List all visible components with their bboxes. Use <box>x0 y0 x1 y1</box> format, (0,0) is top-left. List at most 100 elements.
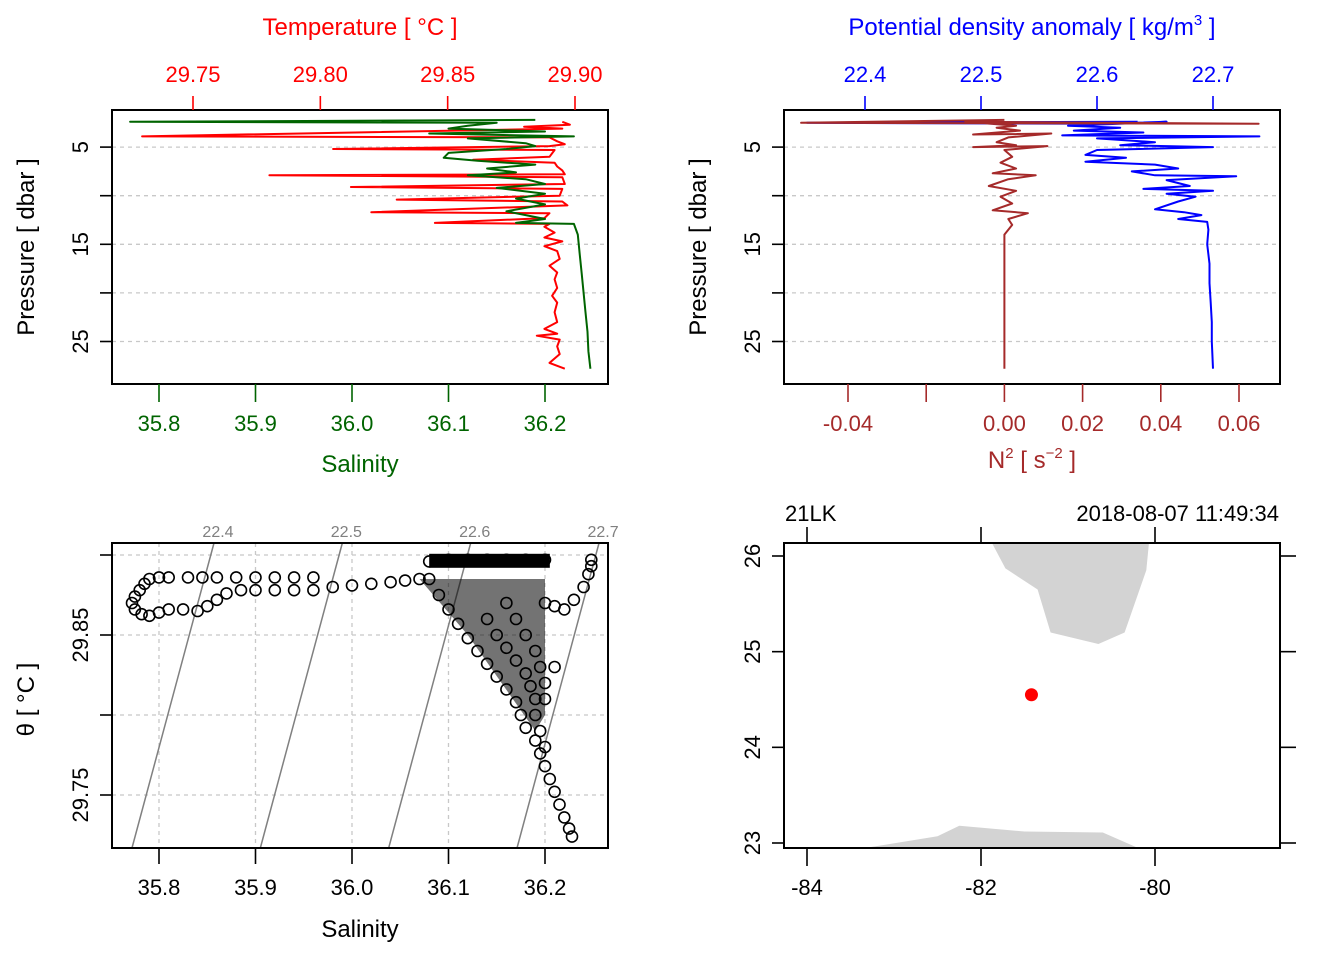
y-tick-label: 25 <box>68 329 93 353</box>
ts-point <box>326 580 340 594</box>
isopycnal-line <box>259 542 344 849</box>
ts-point <box>562 822 576 835</box>
ts-profile-panel: 5 15 25 Pressure [ dbar ] 29.75 29.80 29.85 29.… <box>13 14 609 478</box>
isopycnal-line <box>516 542 600 849</box>
x-axis-label: Salinity <box>321 916 398 943</box>
top-tick-label: 29.85 <box>420 62 475 87</box>
y-axis-label: θ [ °C ] <box>13 663 40 737</box>
ts-point <box>287 583 301 597</box>
x-tick-label: 36.1 <box>427 875 470 900</box>
ts-point <box>128 590 142 603</box>
top-tick-label: 22.5 <box>960 62 1003 87</box>
plot-frame <box>111 109 609 385</box>
bottom-tick-label: 35.8 <box>138 411 181 436</box>
top-tick-label: 22.6 <box>1076 62 1119 87</box>
top-tick-label: 29.90 <box>547 62 602 87</box>
ts-point-cluster <box>429 553 550 568</box>
ts-point <box>268 583 282 597</box>
isopycnal-line <box>131 542 215 849</box>
ts-point <box>152 571 166 584</box>
ts-point <box>125 596 139 610</box>
ts-point <box>533 724 547 738</box>
ts-point <box>364 577 378 591</box>
ts-point <box>268 571 282 584</box>
x-tick-label: 36.2 <box>524 875 567 900</box>
x-tick-label: -84 <box>791 875 823 900</box>
plot-frame <box>111 542 609 849</box>
isopycnal-label: 22.5 <box>331 524 362 541</box>
ts-point <box>307 583 320 597</box>
ts-point <box>548 660 561 674</box>
y-tick-label: 26 <box>740 544 765 568</box>
y-tick-label: 5 <box>740 141 765 153</box>
series-temperature <box>141 120 571 370</box>
y-tick-label: 5 <box>68 141 93 153</box>
ts-point <box>584 559 598 573</box>
ts-point <box>528 734 542 747</box>
ts-point <box>345 579 359 592</box>
y-tick-label: 25 <box>740 639 765 663</box>
x-tick-label: -82 <box>965 875 997 900</box>
ts-point <box>584 553 598 567</box>
ts-point <box>176 603 190 616</box>
ts-point <box>201 599 214 613</box>
ts-point <box>307 571 320 584</box>
ts-point <box>565 830 579 843</box>
top-tick-label: 22.7 <box>1192 62 1235 87</box>
bottom-tick-label: 36.0 <box>331 411 374 436</box>
x-tick-label: 35.8 <box>138 875 181 900</box>
ts-point-cluster <box>419 579 545 731</box>
ts-point <box>538 759 552 773</box>
series-n2 <box>800 118 1260 369</box>
ts-point <box>162 571 175 584</box>
top-axis-title: Potential density anomaly [ kg/m3 ] <box>848 12 1215 41</box>
station-time: 2018-08-07 11:49:34 <box>1076 501 1279 526</box>
ts-point <box>567 593 581 607</box>
x-tick-label: 36.0 <box>331 875 374 900</box>
density-n2-profile-panel: 5 15 25 Pressure [ dbar ] 22.4 22.5 22.6 22.7 -0… <box>685 12 1281 474</box>
series-salinity <box>129 118 592 369</box>
x-tick-label: 35.9 <box>234 875 277 900</box>
bottom-tick-label: 0.04 <box>1139 411 1182 436</box>
ts-point <box>181 571 195 584</box>
ts-points <box>125 553 598 843</box>
station-name: 21LK <box>785 501 837 526</box>
land-polygon <box>992 543 1149 644</box>
y-tick-label: 29.75 <box>68 767 93 822</box>
station-marker <box>1024 688 1038 702</box>
ts-point <box>553 798 566 811</box>
plot-frame <box>783 542 1281 849</box>
series-potential-density-anomaly <box>806 120 1261 369</box>
ts-point <box>135 607 148 621</box>
bottom-tick-label: 0.06 <box>1218 411 1261 436</box>
ts-point <box>548 785 561 799</box>
top-tick-label: 29.75 <box>165 62 220 87</box>
y-tick-label: 15 <box>740 232 765 256</box>
y-tick-label: 24 <box>740 735 765 759</box>
bottom-tick-label: 36.2 <box>524 411 567 436</box>
ts-point <box>191 604 204 618</box>
y-tick-label: 15 <box>68 232 93 256</box>
land-polygon <box>866 825 1138 848</box>
station-map-panel: -84 -82 -80 23 24 25 26 21LK 2018-08-07 11:49:34 <box>740 501 1296 900</box>
ts-point <box>543 772 557 786</box>
bottom-tick-label: -0.04 <box>823 411 873 436</box>
ts-point <box>210 571 224 584</box>
top-tick-label: 22.4 <box>844 62 887 87</box>
ts-diagram-panel: 22.4 22.5 22.6 22.7 35.8 35.9 36.0 36.1 36.2 29.7… <box>13 524 619 943</box>
ts-point <box>398 574 412 587</box>
bottom-axis-title: Salinity <box>321 451 398 478</box>
y-tick-label: 23 <box>740 831 765 855</box>
top-tick-label: 29.80 <box>293 62 348 87</box>
bottom-tick-label: 36.1 <box>427 411 470 436</box>
ts-point <box>582 567 595 581</box>
ts-point <box>548 599 561 613</box>
ts-point <box>249 583 262 597</box>
ts-point <box>577 580 590 594</box>
ts-point <box>210 593 224 607</box>
y-axis-label: Pressure [ dbar ] <box>13 158 40 335</box>
top-axis-title: Temperature [ °C ] <box>263 14 458 41</box>
ts-point <box>229 571 243 584</box>
x-tick-label: -80 <box>1139 875 1171 900</box>
